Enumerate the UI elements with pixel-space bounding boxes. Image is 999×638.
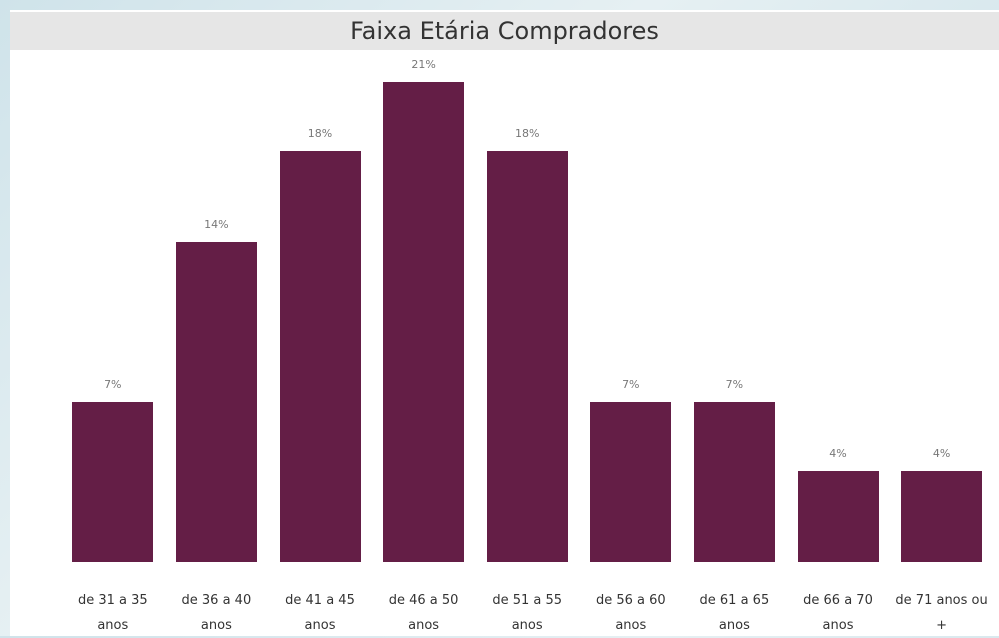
data-label: 4% (932, 446, 951, 460)
data-label: 18% (307, 126, 333, 140)
x-tick-label: de 41 a 45 anos (285, 593, 355, 633)
x-tick-label: de 36 a 40 anos (181, 593, 252, 633)
data-label: 7% (725, 378, 744, 391)
bar (797, 470, 879, 562)
chart-panel: Faixa Etária Compradores de 31 a 35 anos… (10, 10, 999, 636)
x-tick-label: de 56 a 60 anos (595, 593, 666, 633)
bar (590, 402, 672, 562)
bar (175, 242, 257, 562)
data-label: 14% (204, 218, 229, 231)
data-label: 4% (829, 446, 847, 460)
data-label: 21% (411, 58, 436, 71)
data-label: 7% (622, 378, 640, 391)
x-tick-label: de 46 a 50 anos (388, 593, 459, 633)
bar (486, 150, 568, 562)
bar (72, 402, 154, 562)
data-label: 18% (514, 126, 540, 140)
x-tick-label: de 51 a 55 anos (492, 593, 563, 633)
x-tick-label: de 66 a 70 anos (803, 593, 873, 633)
x-tick-label: de 31 a 35 anos (77, 593, 148, 633)
x-tick-label: de 71 anos ou + (895, 593, 988, 633)
chart-title: Faixa Etária Compradores (10, 12, 999, 50)
bar (901, 470, 983, 562)
bar (693, 402, 775, 562)
bar (279, 150, 361, 562)
data-label: 7% (104, 378, 122, 391)
bar (383, 82, 465, 562)
x-tick-label: de 61 a 65 anos (699, 593, 770, 633)
